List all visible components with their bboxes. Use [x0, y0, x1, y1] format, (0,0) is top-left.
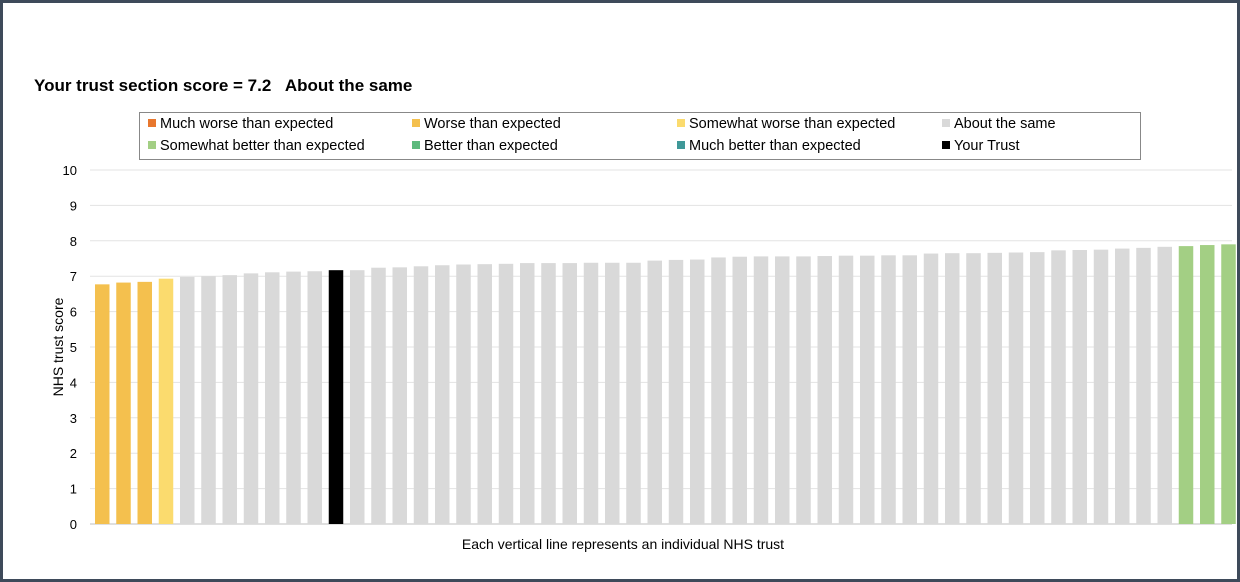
x-axis-label-text: Each vertical line represents an individ…	[461, 536, 785, 552]
legend-item-somewhat-worse: Somewhat worse than expected	[677, 116, 895, 132]
bar	[817, 256, 832, 524]
bar	[562, 263, 577, 524]
bar	[180, 276, 195, 524]
bar	[711, 257, 726, 524]
bar	[945, 253, 960, 524]
bar	[1157, 246, 1172, 524]
legend-item-better: Better than expected	[412, 138, 558, 154]
y-tick-label: 5	[70, 340, 77, 355]
legend-item-much-worse: Much worse than expected	[148, 116, 333, 132]
chart-title: Your trust section score = 7.2 About the…	[34, 76, 413, 95]
y-tick-label: 8	[70, 234, 77, 249]
chart-legend: Much worse than expected Worse than expe…	[139, 112, 1141, 160]
bar	[647, 260, 662, 524]
legend-swatch	[148, 119, 156, 127]
bar	[116, 282, 131, 524]
y-tick-label: 10	[63, 163, 77, 178]
bar	[1178, 246, 1194, 525]
bar	[350, 270, 365, 524]
legend-label: Much better than expected	[689, 138, 861, 154]
y-tick-label: 6	[70, 305, 77, 320]
bar	[987, 252, 1002, 524]
bar	[860, 255, 875, 524]
legend-swatch	[677, 119, 685, 127]
legend-swatch	[942, 119, 950, 127]
bar	[1136, 247, 1151, 524]
legend-label: Your Trust	[954, 138, 1020, 154]
legend-label: Somewhat better than expected	[160, 138, 365, 154]
bar	[626, 262, 641, 524]
bar	[1221, 244, 1236, 524]
y-tick-label: 2	[70, 446, 77, 461]
bar	[605, 262, 620, 524]
bar	[158, 278, 174, 524]
bar	[307, 271, 322, 524]
x-axis-label: Each vertical line represents an individ…	[0, 536, 1240, 552]
bar	[1115, 248, 1130, 524]
legend-label: Much worse than expected	[160, 116, 334, 132]
bar	[201, 276, 216, 524]
bar	[435, 265, 450, 524]
y-axis-label: NHS trust score	[50, 297, 66, 396]
bar	[668, 259, 684, 524]
bar	[265, 272, 280, 524]
bar	[498, 263, 514, 524]
bar	[371, 267, 386, 524]
legend-label: Somewhat worse than expected	[689, 116, 896, 132]
legend-item-somewhat-better: Somewhat better than expected	[148, 138, 365, 154]
legend-item-about-same: About the same	[942, 116, 1056, 132]
legend-item-worse: Worse than expected	[412, 116, 561, 132]
bar	[456, 264, 471, 524]
bar	[1008, 252, 1024, 524]
bar	[1200, 245, 1215, 524]
legend-label: Better than expected	[424, 138, 558, 154]
legend-item-much-better: Much better than expected	[677, 138, 861, 154]
bar	[923, 253, 939, 524]
legend-swatch	[677, 141, 685, 149]
bar	[902, 255, 917, 524]
bar	[541, 263, 556, 524]
bar	[95, 284, 110, 524]
bar	[243, 273, 259, 524]
bar	[881, 255, 896, 524]
bar	[1093, 249, 1109, 524]
y-tick-label: 7	[70, 269, 77, 284]
bar	[583, 262, 599, 524]
bar	[413, 266, 429, 524]
bar	[966, 253, 981, 524]
legend-swatch	[942, 141, 950, 149]
y-tick-label: 4	[70, 375, 77, 390]
legend-swatch	[148, 141, 156, 149]
legend-item-your-trust: Your Trust	[942, 138, 1020, 154]
y-tick-label: 0	[70, 517, 77, 532]
legend-label: Worse than expected	[424, 116, 561, 132]
bar	[775, 256, 790, 524]
y-tick-label: 1	[70, 482, 77, 497]
y-tick-label: 3	[70, 411, 77, 426]
bar	[1072, 250, 1087, 524]
bar	[1051, 250, 1066, 524]
bar	[137, 281, 152, 524]
bar	[392, 267, 407, 524]
bar	[477, 264, 492, 524]
legend-swatch	[412, 119, 420, 127]
bar	[838, 255, 854, 524]
bar	[1030, 252, 1045, 525]
legend-swatch	[412, 141, 420, 149]
bar	[286, 271, 301, 524]
y-tick-label: 9	[70, 198, 77, 213]
bar	[520, 263, 535, 524]
bar	[222, 275, 237, 524]
bar	[732, 256, 747, 524]
your-trust-bar	[328, 270, 344, 524]
legend-label: About the same	[954, 116, 1056, 132]
bar	[690, 259, 705, 524]
bar	[796, 256, 811, 524]
bar	[753, 256, 769, 524]
